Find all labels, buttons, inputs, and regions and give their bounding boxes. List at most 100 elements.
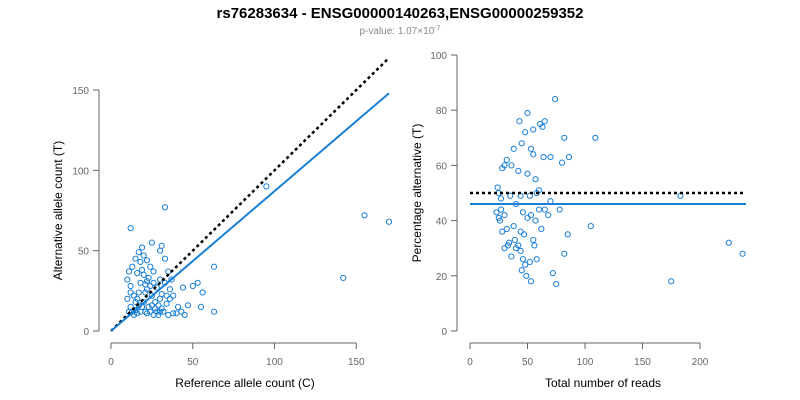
data-point: [510, 145, 517, 152]
x-tick-label: 150: [348, 357, 365, 368]
data-point: [668, 278, 675, 285]
data-point: [161, 255, 169, 262]
data-point: [197, 303, 205, 310]
data-point: [152, 298, 159, 306]
x-axis-label: Reference allele count (C): [175, 376, 314, 390]
data-point: [148, 302, 155, 309]
data-point: [124, 295, 131, 302]
data-point: [725, 239, 732, 246]
data-point: [132, 298, 139, 306]
data-point: [540, 154, 547, 161]
data-point: [526, 192, 533, 199]
data-point: [504, 242, 512, 249]
data-point: [150, 279, 157, 286]
data-point: [168, 276, 175, 283]
data-point: [532, 217, 539, 224]
data-point: [524, 214, 531, 221]
data-point: [539, 123, 546, 130]
p-value-exponent: -7: [434, 25, 440, 32]
data-point: [511, 236, 518, 244]
data-point: [134, 310, 141, 317]
data-point: [515, 167, 522, 175]
data-point: [155, 302, 162, 309]
data-point: [210, 308, 218, 315]
data-point: [137, 258, 144, 266]
data-point: [150, 268, 157, 275]
data-point: [739, 250, 746, 257]
data-point: [150, 311, 157, 319]
data-point: [143, 257, 151, 264]
right-scatter-panel: 0 50 100 150 200 0 20 40 60 80 100 Total number of …: [410, 51, 746, 390]
data-point: [153, 308, 160, 315]
data-point: [140, 252, 147, 259]
y-tick-label: 0: [441, 327, 447, 338]
y-axis-label: Percentage alternative (T): [410, 124, 424, 263]
data-point: [134, 295, 141, 302]
data-point: [142, 289, 149, 296]
data-point: [129, 263, 136, 270]
p-value-text: p-value: 1.07×10: [359, 26, 434, 37]
data-point: [526, 258, 533, 266]
data-point: [519, 209, 527, 216]
data-point: [541, 206, 548, 213]
y-tick-label: 60: [436, 161, 448, 172]
y-tick-label: 150: [72, 86, 89, 97]
y-tick-label: 20: [436, 272, 448, 283]
data-point: [143, 310, 151, 317]
y-tick-label: 50: [78, 247, 90, 258]
data-point: [138, 244, 146, 251]
data-point: [148, 292, 155, 299]
data-point: [174, 303, 182, 310]
x-tick-label: 150: [634, 357, 651, 368]
data-point: [508, 253, 515, 260]
data-point: [565, 154, 573, 161]
y-axis-label: Alternative allele count (T): [51, 141, 65, 280]
data-point: [549, 269, 556, 277]
data-point: [152, 305, 159, 312]
data-point: [592, 134, 599, 141]
data-point: [532, 176, 539, 183]
data-point: [127, 225, 134, 232]
left-scatter-panel: 0 50 100 150 0 50 100 150 Reference allele count…: [51, 56, 393, 390]
data-point: [263, 183, 270, 190]
data-point: [497, 206, 505, 213]
data-point: [501, 245, 508, 252]
x-tick-label: 0: [108, 357, 114, 368]
chart-title: rs76283634 - ENSG00000140263,ENSG0000025…: [217, 5, 584, 22]
data-point: [493, 209, 500, 216]
data-point: [158, 242, 165, 249]
data-point: [503, 225, 510, 232]
fit-line: [110, 92, 390, 332]
data-point: [499, 165, 506, 172]
data-point: [148, 239, 155, 246]
data-point: [507, 192, 514, 199]
x-tick-label: 100: [577, 357, 594, 368]
data-point: [510, 223, 517, 230]
x-tick-label: 0: [467, 357, 473, 368]
data-point: [178, 308, 185, 315]
data-point: [181, 311, 188, 319]
data-point: [527, 211, 535, 219]
data-point: [361, 212, 368, 219]
data-point: [533, 189, 540, 197]
data-point: [163, 292, 170, 299]
data-point: [553, 280, 560, 288]
data-point: [135, 289, 142, 296]
data-point: [125, 268, 133, 275]
data-point: [497, 195, 505, 202]
data-point: [127, 282, 134, 290]
data-point: [519, 256, 527, 263]
data-point: [518, 140, 525, 147]
data-point: [530, 151, 537, 158]
data-point: [556, 206, 563, 213]
data-point: [184, 302, 191, 309]
data-point: [535, 206, 543, 213]
data-point: [516, 118, 523, 125]
data-point: [189, 282, 196, 290]
data-point: [158, 305, 165, 312]
data-point: [558, 159, 566, 166]
p-value-subtitle: p-value: 1.07×10-7: [359, 25, 440, 37]
data-point: [135, 249, 142, 256]
y-tick-label: 100: [72, 166, 89, 177]
